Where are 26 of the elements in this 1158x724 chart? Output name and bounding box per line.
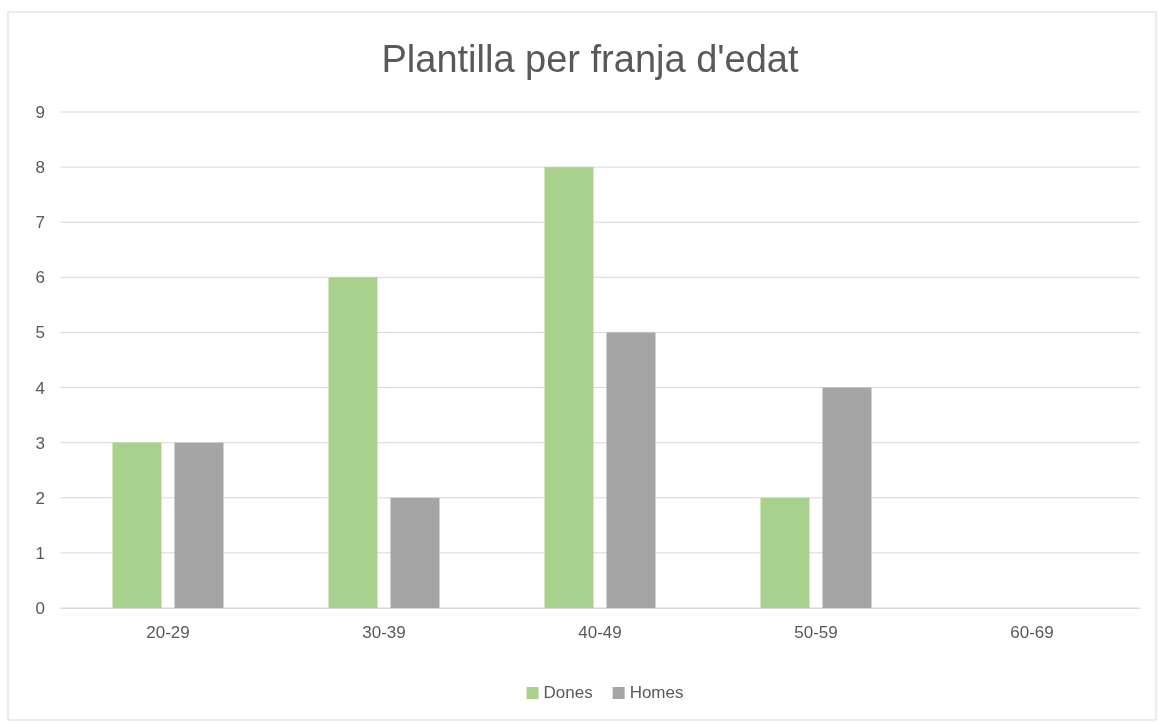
- chart-title: Plantilla per franja d'edat: [381, 38, 799, 80]
- y-tick-label: 6: [35, 268, 45, 288]
- bar: [760, 497, 810, 608]
- y-tick-label: 9: [35, 102, 45, 122]
- y-tick-label: 3: [35, 433, 45, 453]
- bar: [822, 387, 872, 608]
- bar: [544, 167, 594, 608]
- y-tick-label: 0: [35, 598, 45, 618]
- legend-label: Homes: [629, 683, 684, 702]
- y-tick-label: 4: [35, 378, 45, 398]
- x-tick-label: 30-39: [362, 623, 406, 643]
- y-tick-label: 2: [35, 488, 45, 508]
- y-tick-label: 5: [35, 323, 45, 343]
- bar: [606, 332, 656, 608]
- bar: [112, 442, 162, 608]
- x-tick-label: 60-69: [1010, 623, 1054, 643]
- bar: [328, 277, 378, 608]
- bar: [390, 497, 440, 608]
- y-tick-label: 8: [35, 158, 45, 178]
- bar: [174, 442, 224, 608]
- y-tick-label: 7: [35, 213, 45, 233]
- x-tick-label: 40-49: [578, 623, 622, 643]
- x-tick-label: 20-29: [146, 623, 190, 643]
- x-tick-label: 50-59: [794, 623, 838, 643]
- legend-label: Dones: [543, 683, 593, 702]
- y-tick-label: 1: [35, 543, 45, 563]
